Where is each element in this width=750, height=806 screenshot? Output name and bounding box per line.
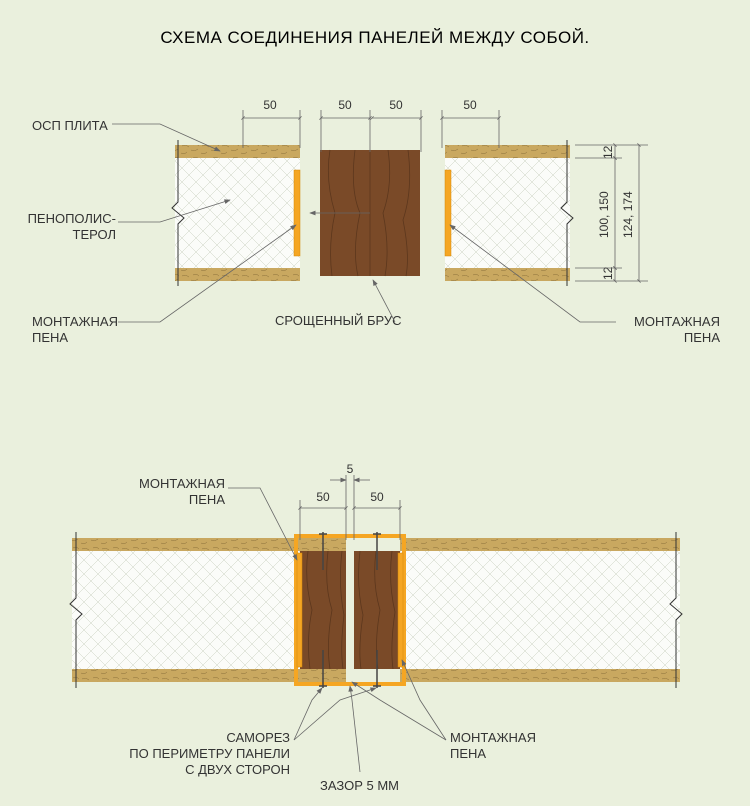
foam-bar-left [294,170,300,256]
panel-right [445,140,573,286]
panel-left [172,140,300,286]
diagram-canvas [0,0,750,806]
dims-right [575,145,648,281]
dims-fig2 [300,475,400,540]
foam-bar-right [445,170,451,256]
figure-1 [112,110,648,322]
figure-2 [70,475,682,772]
